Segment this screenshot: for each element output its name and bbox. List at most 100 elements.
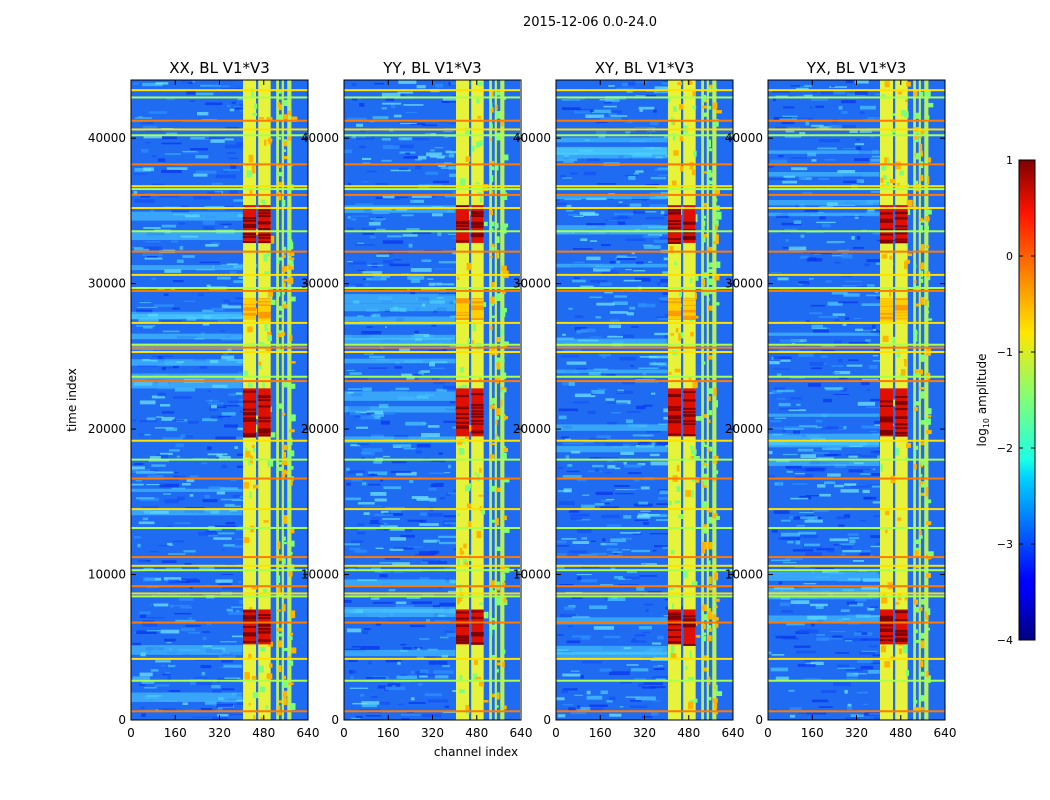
rfi-time-line	[344, 439, 520, 442]
rfi-time-line	[768, 592, 945, 595]
rfi-time-line	[768, 439, 945, 442]
rfi-time-line	[131, 185, 308, 188]
rfi-time-line	[131, 564, 308, 567]
rfi-time-line	[556, 351, 733, 353]
rfi-time-line	[344, 321, 520, 324]
rfi-time-line	[768, 477, 945, 480]
rfi-time-line	[131, 128, 308, 131]
rfi-time-line	[556, 569, 733, 572]
colorbar-label: log10 amplitude	[975, 354, 991, 447]
rfi-time-line	[768, 657, 945, 660]
y-tick-label: 30000	[88, 277, 126, 291]
rfi-time-line	[344, 119, 520, 122]
rfi-time-line	[556, 439, 733, 442]
y-tick-label: 40000	[513, 131, 551, 145]
x-tick-label: 640	[934, 726, 957, 740]
rfi-time-line	[131, 343, 308, 346]
x-tick-label: 640	[510, 726, 533, 740]
rfi-time-line	[131, 556, 308, 559]
strong-rfi-block	[895, 388, 908, 437]
colorbar-tick-label: 1	[1006, 154, 1013, 167]
panel-1: YY, BL V1*V3 0 160 320 480 640 0 10000 20000 3000…	[301, 59, 533, 740]
rfi-time-line	[768, 163, 945, 166]
x-tick-label: 0	[552, 726, 560, 740]
rfi-time-line	[556, 287, 733, 289]
rfi-channel-band	[701, 80, 704, 720]
rfi-time-line	[768, 585, 945, 588]
rfi-time-line	[131, 188, 308, 191]
y-tick-label: 40000	[301, 131, 339, 145]
rfi-time-line	[131, 119, 308, 122]
rfi-time-line	[556, 185, 733, 188]
y-tick-label: 40000	[725, 131, 763, 145]
rfi-time-line	[556, 250, 733, 253]
rfi-time-line	[344, 96, 520, 99]
rfi-time-line	[131, 508, 308, 511]
rfi-channel-band	[287, 80, 292, 720]
rfi-time-line	[344, 556, 520, 559]
rfi-time-line	[556, 321, 733, 324]
rfi-time-line	[556, 621, 733, 624]
rfi-time-line	[768, 128, 945, 131]
x-tick-label: 320	[845, 726, 868, 740]
colorbar-ticks: 1 0 −1 −2 −3 −4	[997, 154, 1035, 647]
rfi-time-line	[131, 96, 308, 99]
rfi-time-line	[344, 564, 520, 567]
rfi-time-line	[131, 679, 308, 682]
y-tick-label: 20000	[301, 422, 339, 436]
strong-rfi-block	[471, 388, 484, 437]
rfi-time-line	[556, 679, 733, 682]
rfi-time-line	[556, 289, 733, 292]
y-tick-label: 0	[118, 713, 126, 727]
rfi-time-line	[556, 346, 733, 349]
y-tick-label: 30000	[725, 277, 763, 291]
rfi-time-line	[768, 679, 945, 682]
rfi-channel-band	[924, 80, 929, 720]
x-tick-label: 0	[764, 726, 772, 740]
rfi-time-line	[131, 710, 308, 713]
colorbar: 1 0 −1 −2 −3 −4 log10 amplitude	[975, 154, 1036, 647]
rfi-time-line	[768, 556, 945, 559]
y-tick-label: 10000	[88, 568, 126, 582]
rfi-time-line	[556, 527, 733, 529]
y-tick-label: 30000	[301, 277, 339, 291]
rfi-time-line	[131, 621, 308, 624]
rfi-time-line	[556, 230, 733, 233]
rfi-time-line	[556, 375, 733, 378]
y-tick-label: 40000	[88, 131, 126, 145]
rfi-time-line	[344, 351, 520, 353]
rfi-time-line	[344, 679, 520, 682]
strong-rfi-block	[880, 388, 894, 437]
y-tick-label: 30000	[513, 277, 551, 291]
strong-rfi-block	[668, 388, 682, 437]
rfi-time-line	[556, 96, 733, 99]
rfi-time-line	[768, 119, 945, 122]
rfi-time-line	[344, 375, 520, 378]
x-axis-label: channel index	[434, 745, 518, 759]
panel-title: XX, BL V1*V3	[169, 59, 270, 77]
rfi-time-line	[344, 188, 520, 191]
rfi-time-line	[131, 592, 308, 595]
rfi-time-line	[131, 380, 308, 383]
x-tick-label: 640	[297, 726, 320, 740]
panel-title: XY, BL V1*V3	[595, 59, 695, 77]
rfi-channel-band	[281, 80, 284, 720]
rfi-time-line	[344, 289, 520, 292]
rfi-time-line	[556, 343, 733, 346]
rfi-time-line	[344, 592, 520, 595]
panel-3: YX, BL V1*V3 0 160 320 480 640 0 10000 20000 3000…	[725, 59, 957, 740]
heatmap-image	[344, 80, 520, 720]
x-tick-label: 480	[889, 726, 912, 740]
rfi-time-line	[344, 585, 520, 588]
rfi-time-line	[556, 556, 733, 559]
rfi-time-line	[344, 343, 520, 346]
x-tick-label: 480	[465, 726, 488, 740]
rfi-time-line	[556, 508, 733, 511]
x-tick-label: 640	[722, 726, 745, 740]
y-tick-label: 0	[331, 713, 339, 727]
y-tick-label: 10000	[513, 568, 551, 582]
rfi-time-line	[131, 595, 308, 598]
rfi-channel-band	[712, 80, 717, 720]
rfi-time-line	[344, 527, 520, 529]
rfi-time-line	[344, 477, 520, 480]
